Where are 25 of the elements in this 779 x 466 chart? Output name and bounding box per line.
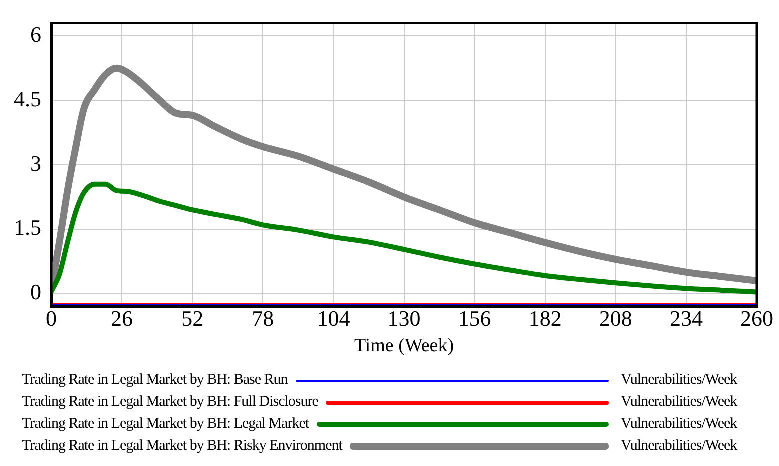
x-tick-label: 0 — [46, 306, 57, 331]
text: Vulnerabilities/Week — [621, 372, 739, 389]
x-axis-title: Time (Week) — [354, 336, 454, 357]
y-tick-label: 0 — [30, 280, 42, 305]
y-tick-label: 3 — [30, 150, 42, 176]
x-tick-label: 208 — [599, 306, 632, 331]
y-tick-label: 6 — [30, 22, 42, 47]
x-tick-label: 260 — [740, 306, 774, 331]
text: Vulnerabilities/Week — [621, 416, 739, 433]
y-tick-label: 1.5 — [14, 215, 42, 240]
x-tick-label: 52 — [182, 306, 204, 331]
x-tick-label: 156 — [458, 306, 492, 331]
y-tick-label: 4.5 — [14, 86, 42, 112]
text: Vulnerabilities/Week — [621, 438, 739, 455]
x-tick-label: 130 — [388, 306, 421, 331]
x-tick-label: 104 — [317, 306, 350, 331]
x-tick-label: 26 — [111, 306, 134, 331]
text: Vulnerabilities/Week — [621, 394, 739, 411]
x-tick-label: 182 — [528, 306, 562, 331]
legend-label: Trading Rate in Legal Market by BH: Legal Market — [22, 416, 310, 433]
legend-label: Trading Rate in Legal Market by BH: Risky Environment — [22, 438, 342, 455]
legend-label: Trading Rate in Legal Market by BH: Full Disclosure — [22, 394, 318, 411]
x-tick-label: 234 — [670, 306, 703, 331]
x-tick-label: 78 — [252, 306, 274, 331]
legend-label: Trading Rate in Legal Market by BH: Base Run — [22, 372, 288, 389]
